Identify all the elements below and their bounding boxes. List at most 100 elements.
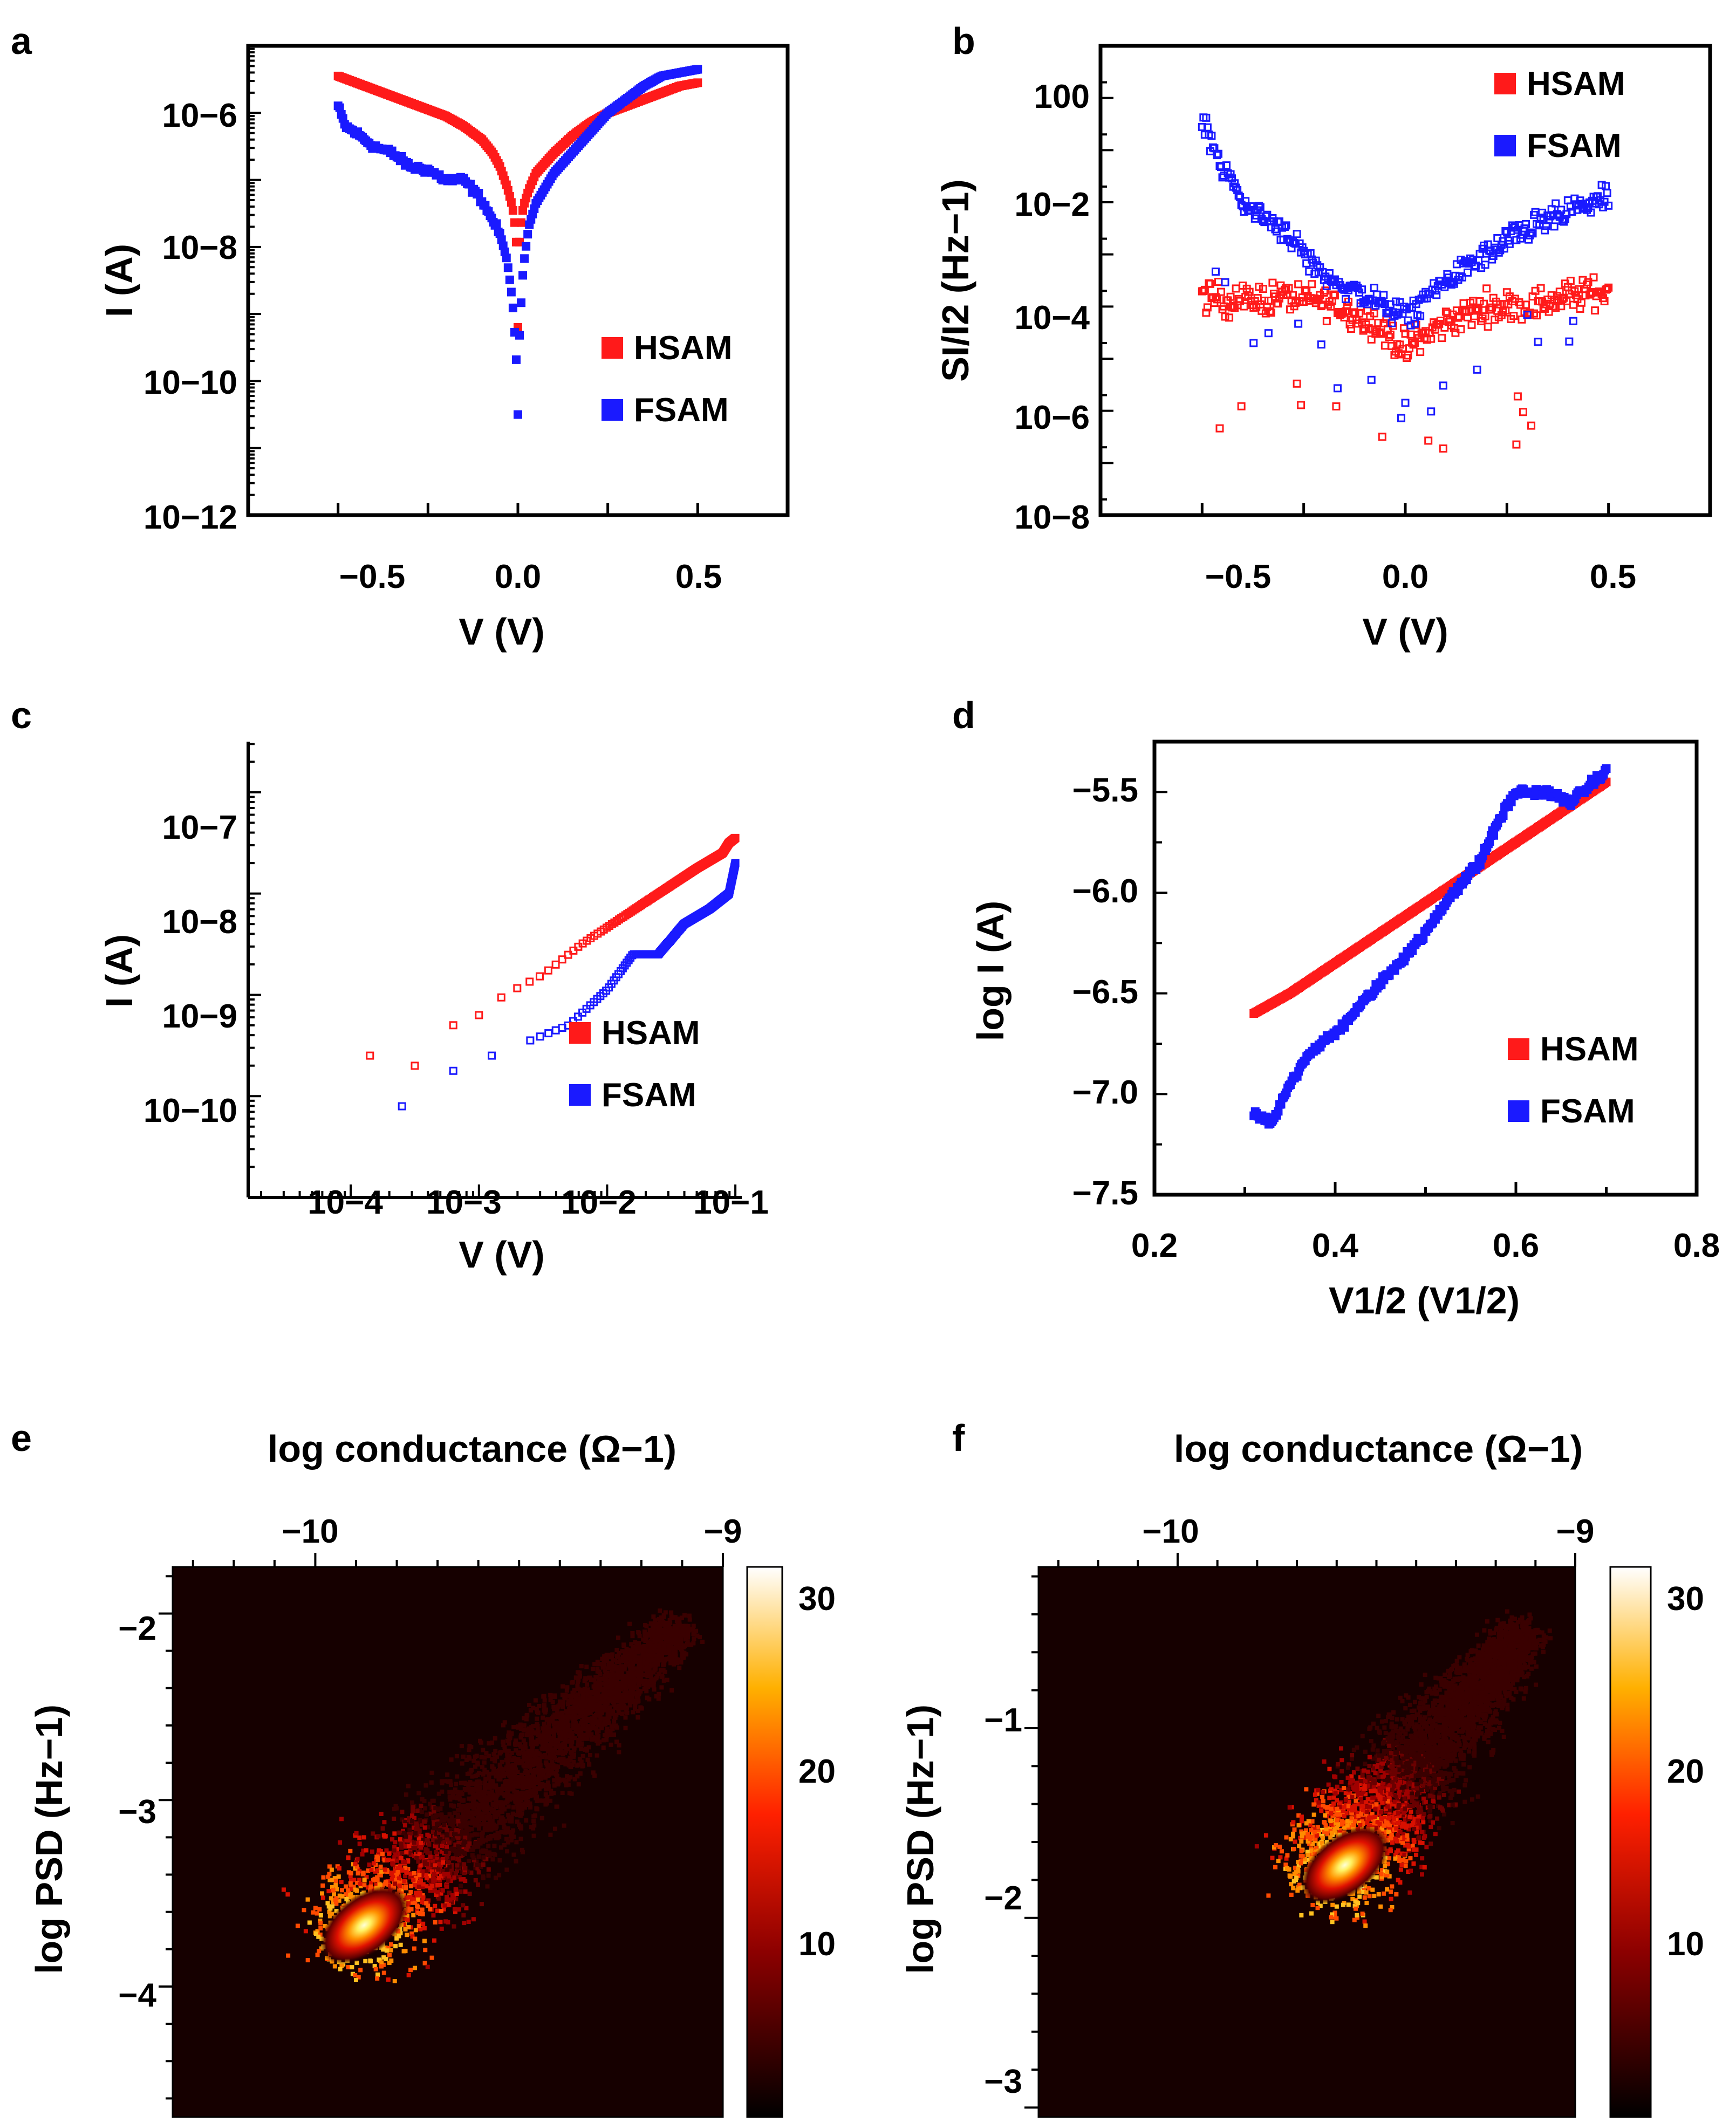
density-bin [439,1926,444,1931]
density-bin [511,1725,516,1730]
hsam-point [1380,341,1389,350]
density-bin [422,1961,427,1966]
density-bin [452,1810,457,1815]
hsam-point [1229,302,1238,310]
density-bin [560,1790,565,1795]
hsam-point [1214,278,1222,286]
density-bin [511,1805,516,1810]
density-bin [645,1696,650,1701]
hsam-point [1412,320,1420,329]
density-bin [454,1754,459,1758]
fsam-point [1597,181,1606,189]
fsam-point [1282,221,1290,230]
density-bin [486,1873,491,1878]
density-bin [344,1884,348,1889]
density-bin [475,1811,480,1816]
fsam-point [1317,340,1325,349]
hsam-point [1436,317,1445,325]
hsam-point [544,966,552,975]
density-bin [590,1667,595,1672]
panel-b-ytick: 10−4 [1014,299,1090,337]
density-bin [531,1819,536,1824]
density-bin [317,1907,322,1912]
fsam-point [474,188,483,197]
fsam-point [1552,199,1560,208]
density-bin [399,1841,404,1846]
hsam-point [518,206,528,215]
hsam-point [1427,334,1436,343]
density-bin [320,1883,325,1888]
fsam-point [1311,256,1320,265]
density-bin [477,1770,482,1775]
density-bin [656,1696,661,1701]
legend-fsam-label: FSAM [1527,127,1622,165]
hsam-point [1474,305,1483,313]
hsam-point [1237,402,1246,410]
hsam-point [1259,285,1267,293]
density-bin [533,1698,538,1703]
hsam-point [1321,286,1330,295]
fsam-point [1213,151,1221,160]
density-bin [617,1743,621,1748]
density-bin [404,1792,408,1797]
density-bin [459,1744,464,1749]
panel-a-ytick: 10−6 [162,97,237,134]
hsam-point [1533,311,1541,320]
fsam-point [1439,381,1447,390]
hsam-point [1536,284,1545,292]
fsam-point [1354,284,1362,292]
density-bin [514,1859,518,1864]
density-bin [680,1654,685,1659]
panel-c-xtick: 10−3 [426,1184,502,1221]
fsam-point [1557,206,1566,214]
hsam-point [1240,302,1248,311]
fsam-point [1599,203,1608,211]
fsam-point [1416,312,1425,320]
fsam-point [1411,319,1419,328]
density-bin [460,1761,464,1766]
density-bin [635,1715,640,1720]
hsam-point [507,198,516,207]
density-bin [430,1884,435,1888]
fsam-point [1512,236,1521,244]
density-bin [411,1913,416,1917]
density-bin [432,1826,437,1831]
fsam-point [517,298,526,307]
hsam-point [508,206,517,215]
fsam-point [693,65,702,74]
density-bin [580,1691,585,1696]
hsam-point [1211,293,1220,302]
hsam-point [1274,299,1282,308]
panel-d-series [1249,764,1611,1129]
density-bin [520,1732,524,1737]
density-bin [455,1796,460,1800]
density-bin [320,1891,325,1896]
density-bin [594,1753,599,1758]
density-bin [464,1757,469,1762]
density-bin [463,1889,468,1894]
hsam-point [1480,299,1488,308]
fsam-point [1367,375,1376,384]
density-bin [305,1897,310,1902]
fsam-point [1214,149,1222,158]
density-bin [375,1973,380,1977]
density-bin [452,1907,457,1912]
fsam-point [1370,284,1378,292]
density-bin [548,1798,553,1803]
fsam-point [1499,811,1508,820]
fsam-point [1528,229,1537,238]
fsam-point [1379,291,1388,299]
density-bin [413,1928,418,1933]
density-bin [531,1833,536,1838]
fsam-point [1221,278,1229,286]
legend-fsam-label: FSAM [1540,1093,1635,1130]
density-bin [644,1624,649,1629]
fsam-point [1226,170,1235,179]
density-bin [406,1784,411,1789]
fsam-point [1325,269,1334,277]
legend-fsam-swatch [602,399,623,421]
fsam-point [505,275,514,284]
panel-e-xlabel: log conductance (Ω−1) [268,1428,676,1470]
density-bin [473,1754,477,1759]
hsam-point [1512,440,1521,449]
